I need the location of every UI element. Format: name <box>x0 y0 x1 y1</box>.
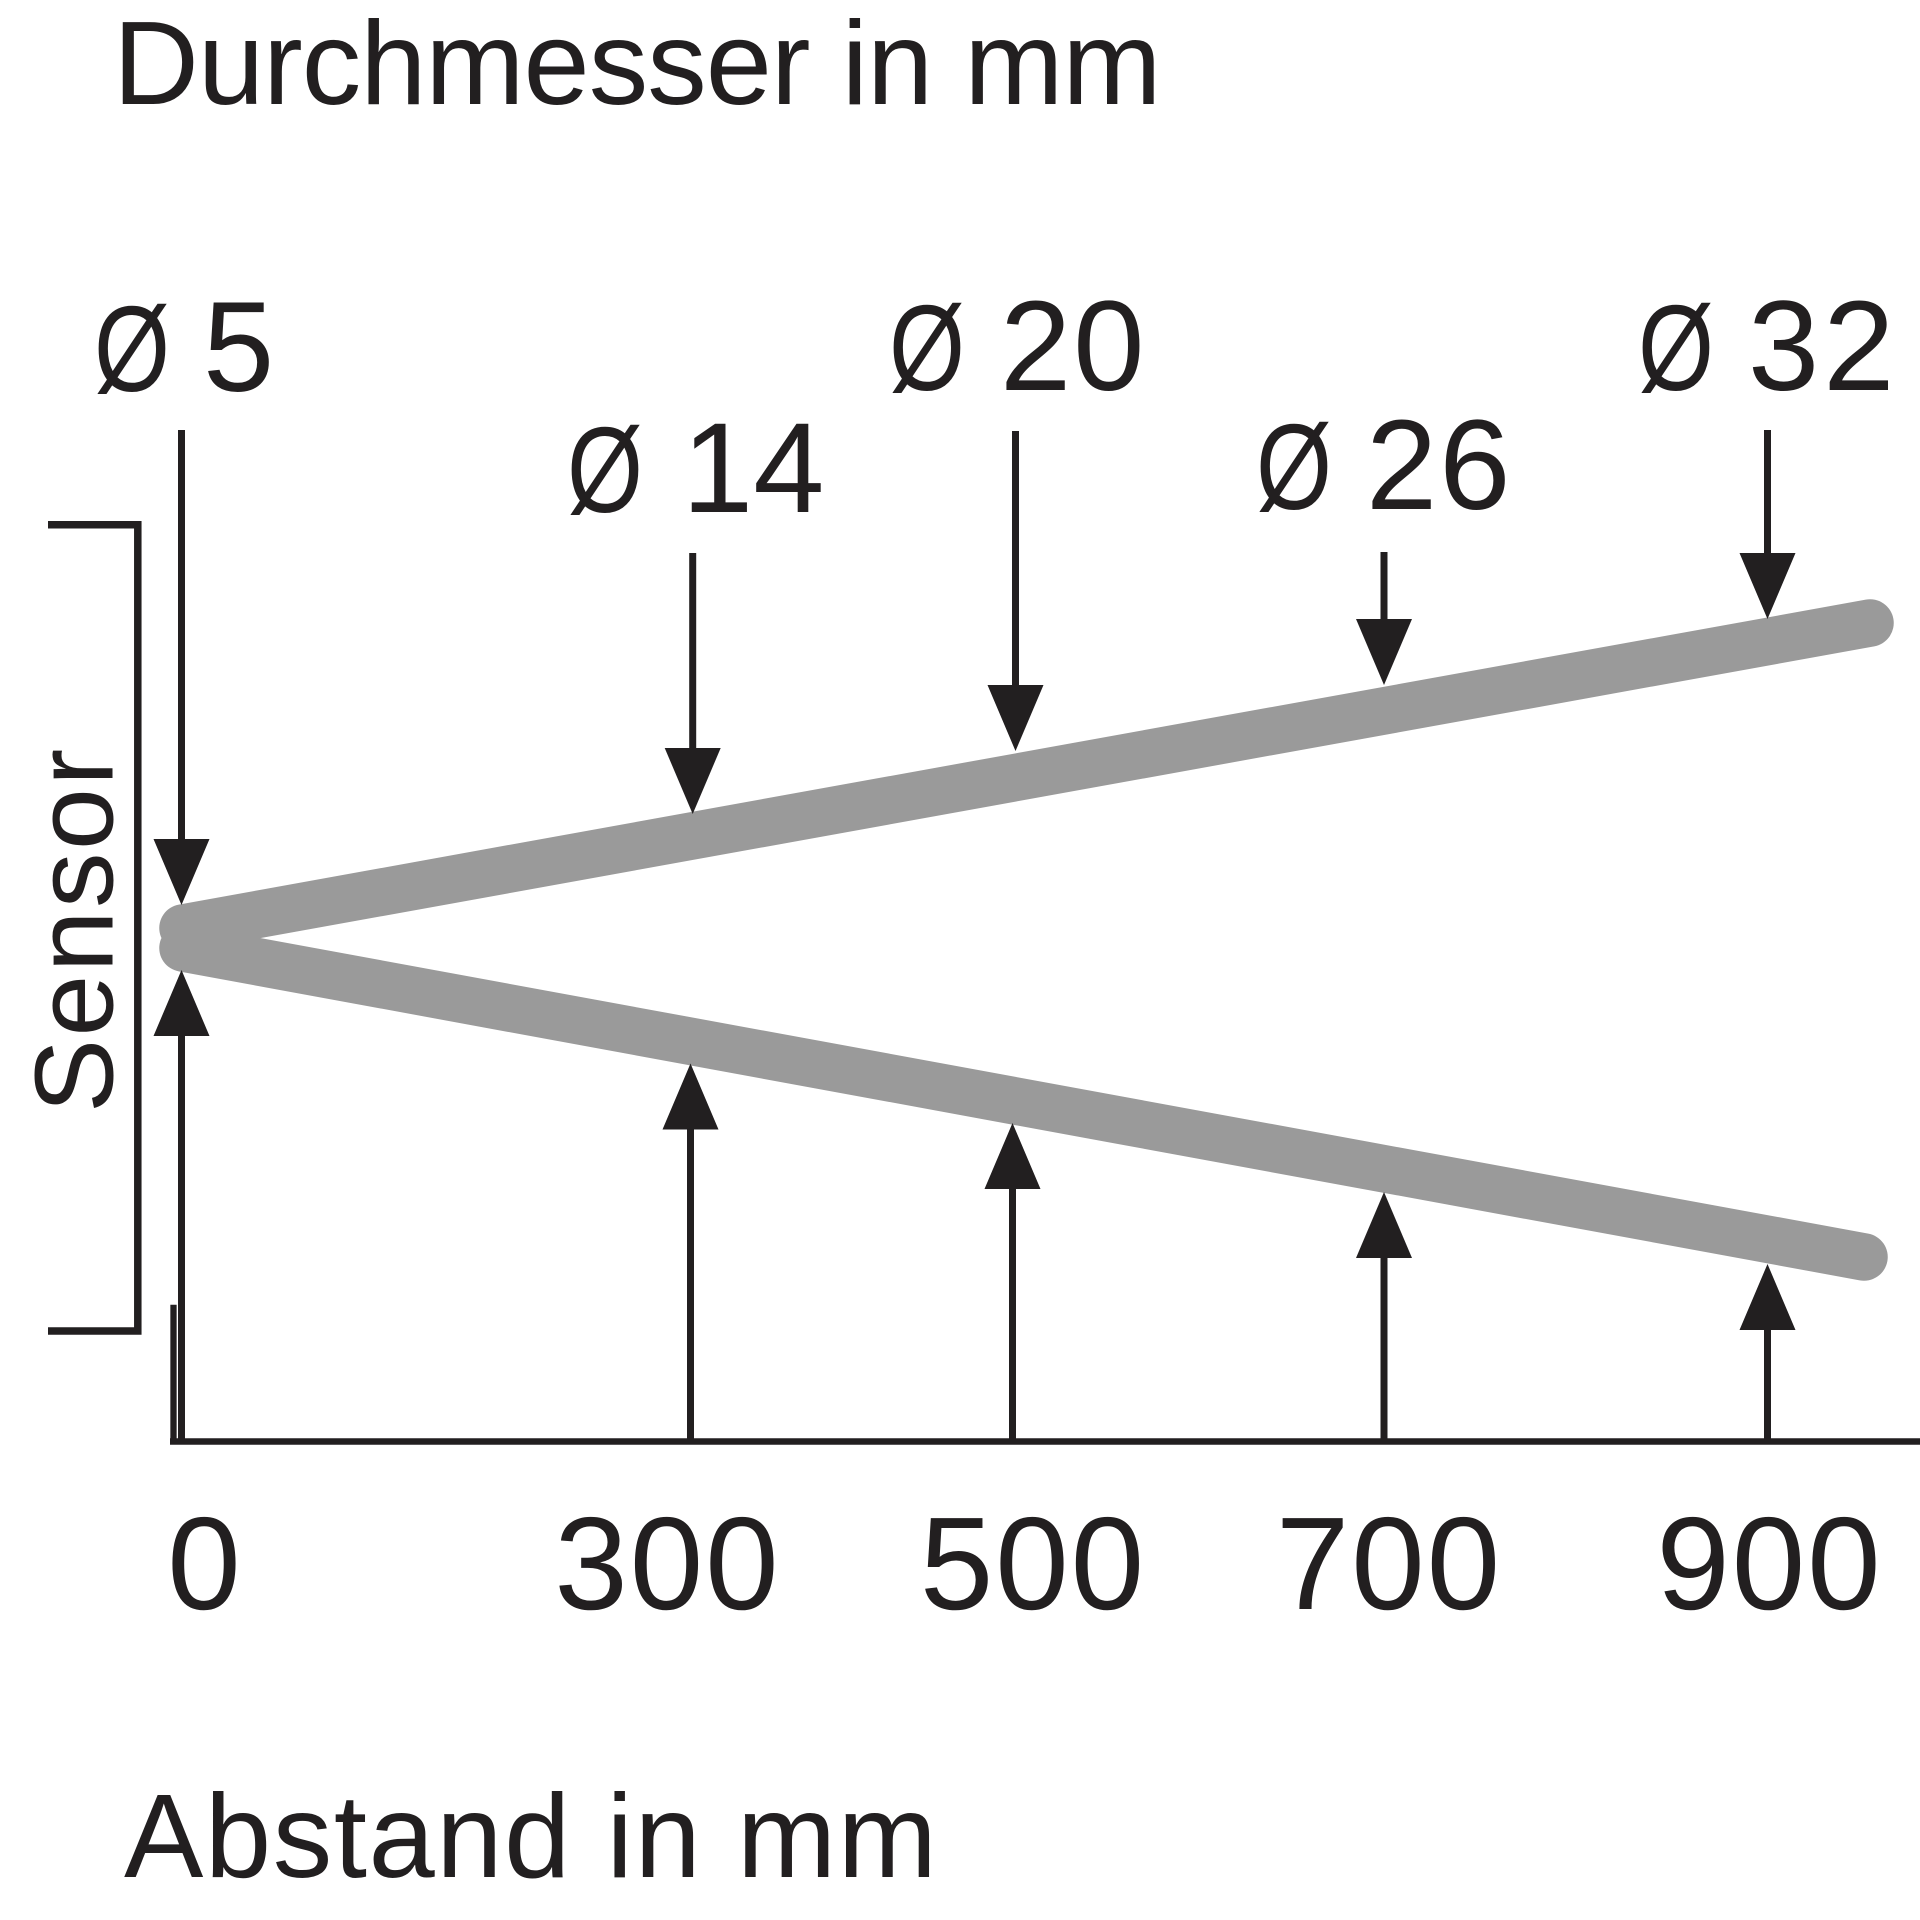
svg-text:Ø: Ø <box>1638 280 1714 416</box>
svg-text:Sensor: Sensor <box>13 746 137 1113</box>
svg-text:Durchmesser in mm: Durchmesser in mm <box>113 0 1161 130</box>
svg-text:20: 20 <box>1000 275 1146 418</box>
svg-text:300: 300 <box>554 1490 780 1637</box>
svg-text:500: 500 <box>920 1490 1146 1637</box>
svg-text:5: 5 <box>203 276 276 419</box>
svg-text:0: 0 <box>167 1490 240 1637</box>
svg-text:14: 14 <box>682 397 824 540</box>
svg-text:Ø: Ø <box>889 280 965 416</box>
svg-text:Abstand in mm: Abstand in mm <box>124 1770 938 1903</box>
svg-text:700: 700 <box>1276 1490 1502 1637</box>
svg-text:Ø: Ø <box>567 402 643 538</box>
svg-text:900: 900 <box>1656 1490 1882 1637</box>
svg-text:Ø: Ø <box>94 281 170 417</box>
svg-text:Ø: Ø <box>1256 399 1332 535</box>
svg-text:26: 26 <box>1366 394 1512 537</box>
svg-text:32: 32 <box>1748 275 1898 418</box>
